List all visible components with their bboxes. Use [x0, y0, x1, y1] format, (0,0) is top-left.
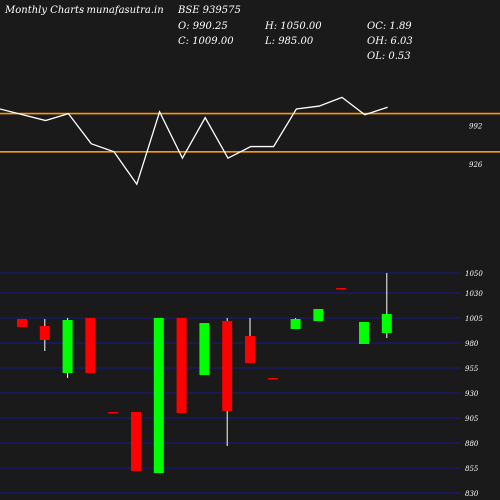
candle-body: [381, 314, 392, 333]
price-tick-label: 1030: [465, 290, 483, 298]
source-label: - munafasutra.in: [80, 5, 164, 16]
price-tick-label: 1005: [465, 315, 483, 323]
candle-body: [267, 378, 278, 380]
price-tick-label: 930: [465, 390, 479, 398]
candle-body: [290, 319, 301, 329]
ol-value: OL: 0.53: [367, 51, 411, 62]
price-tick-label: 905: [465, 415, 479, 423]
indicator-panel: 992 926: [0, 96, 500, 186]
price-tick-label: 1050: [465, 270, 483, 278]
candle-body: [108, 412, 119, 414]
candlestick-panel: 1050 1030 1005 980 955 930 905 880 855 830: [0, 270, 483, 498]
low-value: L: 985.00: [264, 36, 314, 47]
candle-body: [62, 320, 73, 373]
candle-body: [359, 322, 369, 344]
price-tick-label: 880: [465, 440, 479, 448]
candle-body: [153, 318, 164, 473]
candle-body: [199, 323, 210, 375]
candle-body: [176, 318, 187, 413]
indicator-tick-label: 926: [469, 161, 483, 169]
candle-body: [336, 288, 347, 290]
candle-body: [313, 309, 324, 321]
chart-title: Monthly Charts: [4, 5, 84, 16]
close-value: C: 1009.00: [178, 36, 234, 47]
candle-body: [245, 336, 255, 363]
price-tick-label: 855: [465, 465, 479, 473]
candle-body: [39, 326, 50, 340]
price-tick-label: 830: [465, 490, 479, 498]
open-value: O: 990.25: [178, 21, 228, 32]
price-tick-label: 955: [465, 365, 479, 373]
symbol-label: BSE 939575: [177, 5, 241, 16]
candle-body: [17, 319, 27, 327]
candle-body: [131, 412, 141, 471]
indicator-line: [0, 96, 388, 186]
candle-body: [85, 318, 96, 373]
high-value: H: 1050.00: [264, 21, 322, 32]
indicator-tick-label: 992: [469, 123, 483, 131]
oc-value: OC: 1.89: [367, 21, 412, 32]
candle-body: [222, 321, 233, 411]
price-tick-label: 980: [465, 340, 479, 348]
oh-value: OH: 6.03: [367, 36, 413, 47]
